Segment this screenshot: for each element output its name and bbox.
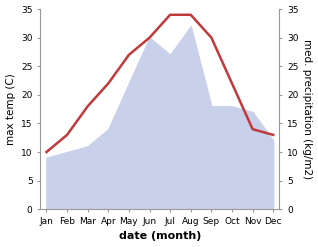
Y-axis label: med. precipitation (kg/m2): med. precipitation (kg/m2) xyxy=(302,39,313,179)
X-axis label: date (month): date (month) xyxy=(119,231,201,242)
Y-axis label: max temp (C): max temp (C) xyxy=(5,73,16,145)
